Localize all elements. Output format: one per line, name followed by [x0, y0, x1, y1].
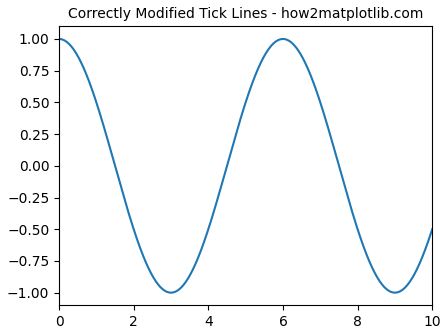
- Title: Correctly Modified Tick Lines - how2matplotlib.com: Correctly Modified Tick Lines - how2matp…: [68, 7, 423, 21]
